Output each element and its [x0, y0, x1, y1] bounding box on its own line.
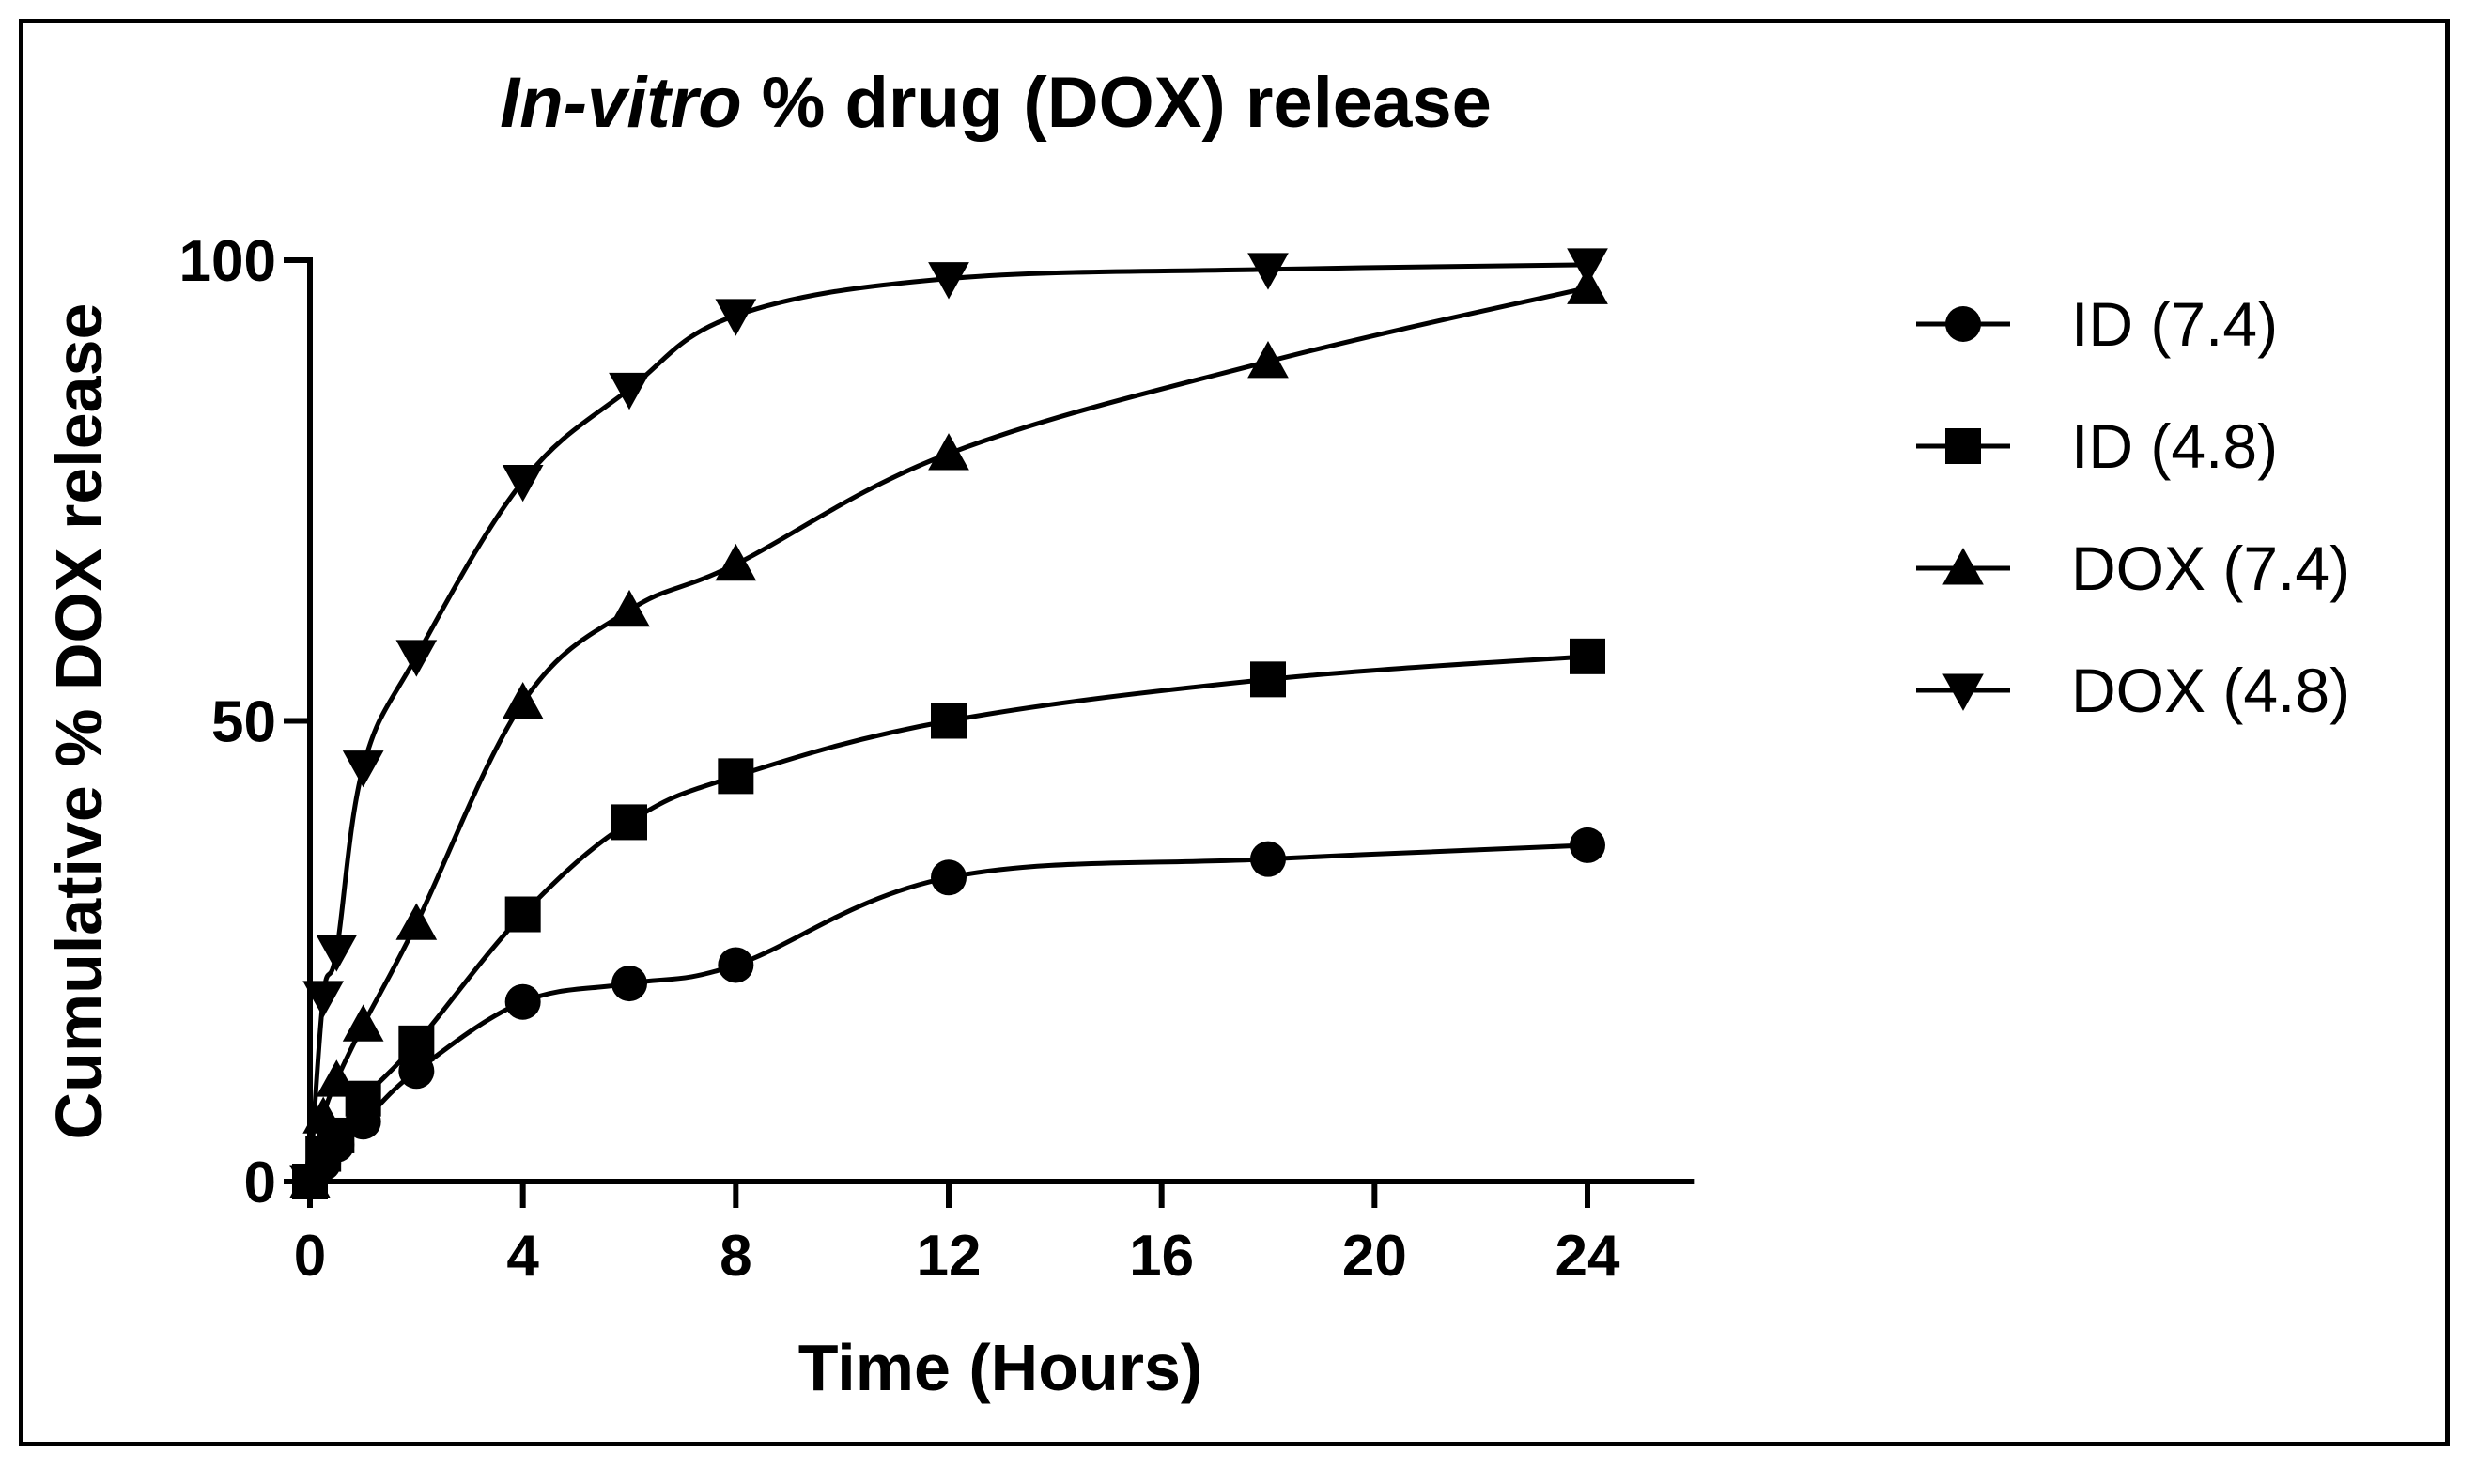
data-point-dox-7-4: [1247, 341, 1289, 379]
legend-label-dox-4-8: DOX (4.8): [2071, 656, 2350, 725]
y-tick-label: 0: [244, 1151, 276, 1215]
data-point-id-7-4: [718, 947, 754, 983]
data-point-dox-7-4: [1567, 267, 1608, 304]
x-tick-label: 16: [1129, 1224, 1194, 1289]
data-point-dox-7-4: [502, 682, 544, 719]
legend-label-dox-7-4: DOX (7.4): [2071, 533, 2350, 603]
data-point-dox-4-8: [928, 262, 969, 300]
series-line-id-7-4: [307, 842, 1588, 1183]
chart-title-rest: % drug (DOX) release: [742, 63, 1492, 143]
data-point-dox-4-8: [502, 464, 544, 502]
data-point-dox-4-8: [1247, 253, 1289, 290]
x-tick-label: 4: [506, 1224, 539, 1289]
data-point-id-4-8: [1570, 638, 1605, 674]
data-point-dox-7-4: [928, 433, 969, 471]
data-point-dox-7-4: [302, 1096, 345, 1134]
data-point-dox-7-4: [395, 903, 438, 940]
data-point-dox-4-8: [342, 750, 384, 788]
y-axis-ticks: 0 50 100: [179, 229, 310, 1215]
legend-marker-dox-7-4: [1942, 548, 1984, 585]
data-point-id-4-8: [931, 703, 967, 739]
legend-marker-id-4-8: [1945, 428, 1981, 464]
x-axis-label: Time (Hours): [798, 1331, 1202, 1404]
data-point-id-7-4: [931, 859, 967, 896]
data-point-dox-4-8: [1567, 248, 1608, 286]
data-point-dox-7-4: [609, 589, 650, 627]
data-point-id-7-4: [398, 1053, 435, 1090]
data-point-dox-4-8: [302, 981, 345, 1018]
legend-marker-id-7-4: [1945, 306, 1981, 342]
figure-frame: [19, 19, 2450, 1446]
data-point-id-7-4: [1570, 827, 1605, 863]
x-tick-label: 24: [1555, 1224, 1620, 1289]
data-point-dox-4-8: [715, 299, 757, 336]
legend: ID (7.4) ID (4.8) DOX (7.4) DOX (4.8): [1916, 289, 2350, 725]
x-axis-ticks: 0 4 8 12 16 20 24: [294, 1182, 1620, 1289]
data-point-id-4-8: [718, 758, 754, 795]
x-tick-label: 20: [1342, 1224, 1407, 1289]
legend-label-id-7-4: ID (7.4): [2071, 289, 2278, 359]
y-tick-label: 50: [211, 690, 276, 755]
x-tick-label: 0: [294, 1224, 326, 1289]
legend-label-id-4-8: ID (4.8): [2071, 411, 2278, 481]
legend-marker-dox-4-8: [1942, 673, 1984, 711]
data-point-id-4-8: [1250, 661, 1286, 698]
chart-title: In-vitro % drug (DOX) release: [500, 63, 1492, 143]
axes: [307, 257, 1695, 1184]
x-tick-label: 8: [720, 1224, 751, 1289]
series-markers: [289, 248, 1608, 1202]
data-point-dox-7-4: [342, 1004, 384, 1042]
data-point-id-4-8: [504, 896, 541, 933]
chart-title-italic: In-vitro: [500, 63, 742, 143]
data-point-dox-4-8: [316, 935, 358, 972]
y-tick-label: 100: [179, 229, 276, 294]
data-point-dox-4-8: [609, 372, 650, 410]
x-tick-label: 12: [917, 1224, 982, 1289]
data-point-dox-7-4: [316, 1059, 358, 1097]
y-axis-label: Cumulative % DOX release: [42, 303, 116, 1140]
data-point-id-4-8: [398, 1025, 435, 1061]
data-point-dox-7-4: [715, 543, 757, 581]
data-point-id-4-8: [611, 804, 647, 841]
data-point-id-7-4: [611, 966, 647, 1002]
data-point-id-7-4: [504, 983, 541, 1020]
data-point-id-7-4: [1250, 841, 1286, 877]
data-point-dox-4-8: [395, 640, 438, 677]
